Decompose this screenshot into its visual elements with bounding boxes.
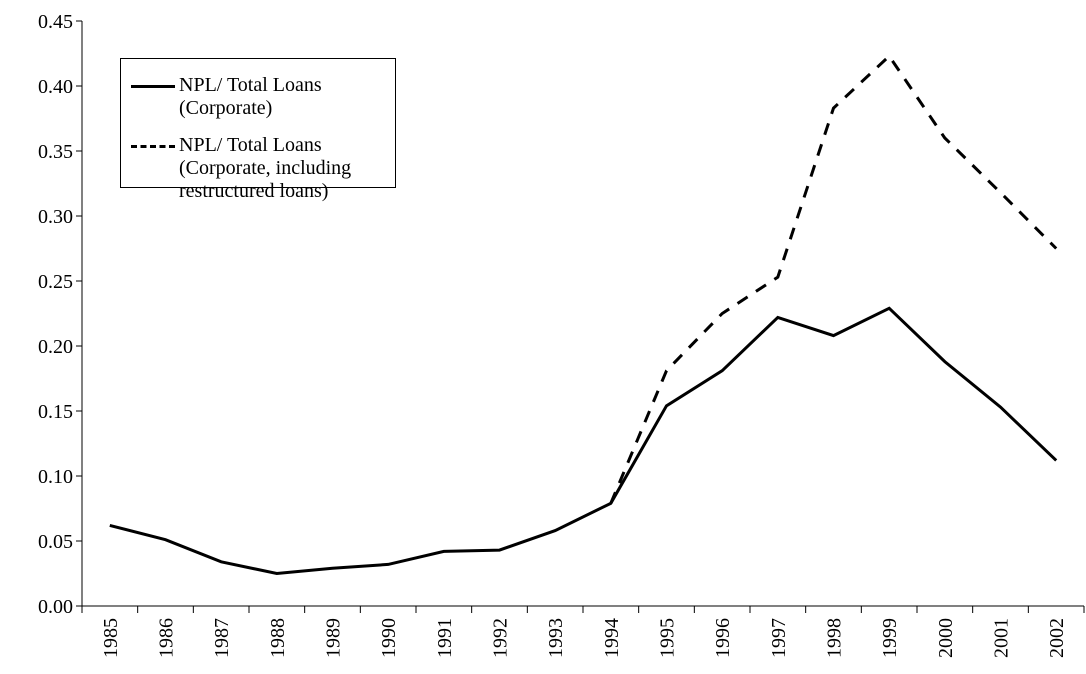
x-tick-label: 1991 — [434, 618, 456, 658]
y-tick-label: 0.25 — [38, 271, 73, 293]
x-tick-label: 1987 — [211, 618, 233, 658]
x-tick-label: 1994 — [601, 618, 623, 658]
x-tick-label: 1985 — [100, 618, 122, 658]
series-line — [109, 306, 1058, 576]
legend-entry: NPL/ Total Loans (Corporate, including r… — [131, 134, 399, 203]
legend-entry: NPL/ Total Loans (Corporate) — [131, 74, 399, 120]
legend: NPL/ Total Loans (Corporate) NPL/ Total L… — [120, 58, 399, 202]
y-tick-label: 0.20 — [38, 336, 73, 358]
x-tick-label: 1990 — [378, 618, 400, 658]
x-tick-label: 1986 — [156, 618, 178, 658]
y-tick-label: 0.05 — [38, 531, 73, 553]
y-tick-label: 0.15 — [38, 401, 73, 423]
x-tick-label: 2001 — [991, 618, 1013, 658]
y-tick-label: 0.45 — [38, 11, 73, 33]
y-tick-label: 0.35 — [38, 141, 73, 163]
x-tick-label: 1989 — [323, 618, 345, 658]
y-tick-label: 0.30 — [38, 206, 73, 228]
x-tick-label: 1998 — [824, 618, 846, 658]
y-tick-label: 0.40 — [38, 76, 73, 98]
x-tick-label: 1988 — [267, 618, 289, 658]
y-tick-label: 0.00 — [38, 596, 73, 618]
x-tick-label: 1997 — [768, 618, 790, 658]
x-tick-label: 1992 — [490, 618, 512, 658]
x-tick-label: 1999 — [879, 618, 901, 658]
legend-key — [131, 145, 175, 148]
series-line — [609, 53, 1058, 504]
x-tick-label: 2000 — [935, 618, 957, 658]
x-tick-label: 1995 — [657, 618, 679, 658]
legend-label: NPL/ Total Loans (Corporate, including r… — [179, 134, 352, 202]
legend-label: NPL/ Total Loans (Corporate) — [179, 74, 322, 119]
x-tick-label: 1993 — [545, 618, 567, 658]
x-tick-label: 2002 — [1046, 618, 1068, 658]
legend-key — [131, 85, 175, 88]
x-tick-label: 1996 — [712, 618, 734, 658]
y-tick-label: 0.10 — [38, 466, 73, 488]
